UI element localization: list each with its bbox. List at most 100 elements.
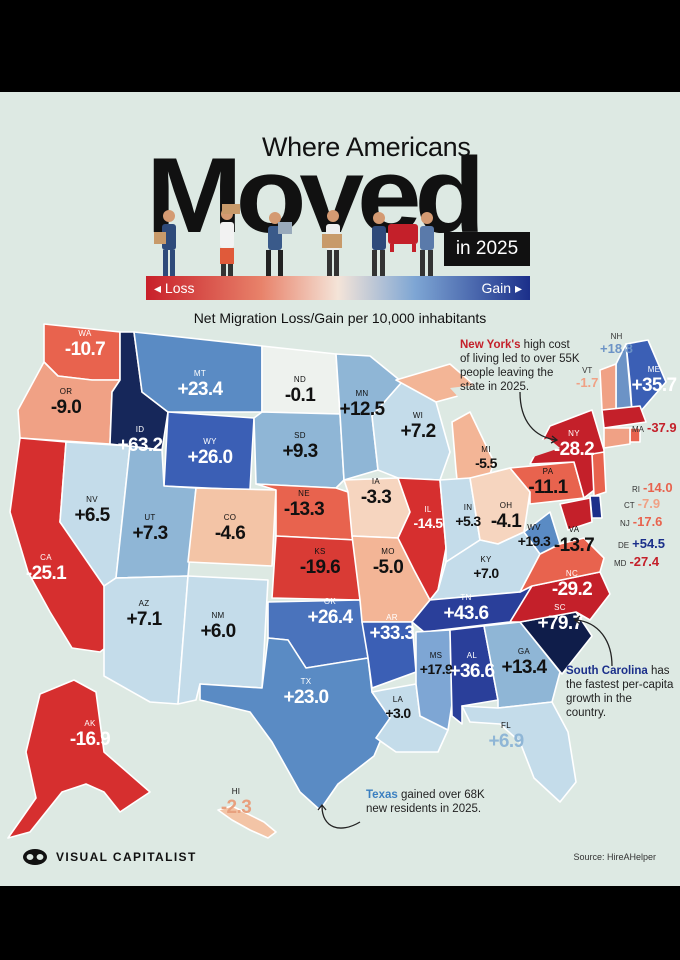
brand-logo: VISUAL CAPITALIST	[22, 848, 197, 866]
state-label-ok: OK +26.4	[290, 598, 370, 628]
state-label-oh: OH -4.1	[466, 501, 546, 532]
state-value: -19.6	[299, 557, 341, 578]
state-abbr: ID	[135, 425, 145, 434]
state-abbr: UT	[144, 513, 156, 522]
small-state-label-vt: VT -1.7	[576, 366, 598, 390]
state-abbr: AK	[84, 719, 96, 728]
state-value: +6.0	[200, 621, 236, 642]
state-value: -25.1	[25, 563, 67, 584]
lake-shape	[520, 438, 560, 458]
state-abbr: OH	[499, 501, 513, 510]
state-shape-ak	[7, 679, 151, 839]
state-value: -27.4	[629, 554, 660, 569]
state-shape-ar	[361, 621, 417, 689]
state-shape-hi	[217, 805, 277, 839]
state-label-ne: NE -13.3	[264, 490, 344, 520]
state-value: -5.0	[372, 557, 404, 578]
state-label-ny: NY -28.2	[534, 430, 614, 460]
state-label-sd: SD +9.3	[260, 432, 340, 462]
state-shape-co	[187, 487, 277, 567]
state-abbr: NV	[86, 495, 98, 504]
state-label-tn: TN +43.6	[426, 594, 506, 624]
state-abbr: KY	[480, 555, 492, 564]
state-value: +26.4	[307, 607, 353, 628]
state-value: -37.9	[647, 420, 677, 435]
state-value: +23.0	[283, 687, 329, 708]
infographic-poster: Where Americans Moved in 2025 ◂ Loss Gai…	[0, 92, 680, 886]
annotation-arrows	[317, 391, 613, 829]
state-value: +6.9	[488, 731, 524, 752]
state-abbr: NH	[610, 332, 623, 341]
small-state-label-ri: RI -14.0	[632, 480, 673, 495]
state-shape-md	[559, 497, 593, 531]
us-map	[7, 323, 667, 839]
sc-note-text: has the fastest per-capita growth in the…	[566, 665, 674, 719]
arrow-right-icon: ▸	[511, 280, 522, 296]
state-value: -1.7	[576, 375, 599, 390]
arrow-left-icon: ◂	[154, 280, 165, 296]
tx-note-highlight: Texas	[366, 789, 398, 801]
state-abbr: NC	[565, 569, 579, 578]
state-value: +13.4	[501, 657, 547, 678]
state-abbr: IL	[424, 505, 432, 514]
ny-note-highlight: New York's	[460, 339, 521, 351]
state-abbr: PA	[542, 467, 554, 476]
state-value: -13.3	[283, 499, 325, 520]
state-value: -2.3	[220, 797, 252, 818]
state-abbr: MI	[481, 445, 491, 454]
state-abbr: AL	[466, 651, 478, 660]
state-label-nc: NC -29.2	[532, 569, 612, 600]
source-credit: Source: HireAHelper	[573, 852, 656, 862]
state-label-wv: WV +19.3	[494, 523, 574, 549]
small-state-label-ct: CT -7.9	[624, 496, 660, 511]
state-label-ar: AR +33.3	[352, 613, 432, 644]
state-value: +17.9	[419, 661, 453, 677]
state-label-me: ME +35.7	[614, 365, 680, 396]
state-value: +33.3	[369, 623, 415, 644]
state-value: -29.2	[551, 579, 593, 600]
state-value: +26.0	[187, 447, 233, 468]
state-shape-fl	[461, 701, 577, 803]
state-label-tx: TX +23.0	[266, 677, 346, 708]
state-shape-mt	[133, 331, 263, 413]
state-abbr: CT	[624, 501, 635, 510]
state-abbr: LA	[392, 695, 404, 704]
state-abbr: CO	[223, 513, 237, 522]
state-abbr: WV	[527, 523, 541, 532]
state-label-in: IN +5.3	[428, 504, 508, 529]
small-state-label-de: DE +54.5	[618, 536, 665, 551]
state-label-wi: WI +7.2	[378, 412, 458, 442]
state-label-ut: UT +7.3	[110, 513, 190, 544]
small-state-label-nh: NH +18.8	[600, 332, 633, 356]
state-value: +36.6	[449, 661, 495, 682]
state-abbr: VA	[568, 525, 580, 534]
ny-note: New York's high cost of living led to ov…	[460, 338, 580, 394]
state-label-az: AZ +7.1	[104, 599, 184, 630]
state-label-al: AL +36.6	[432, 651, 512, 682]
state-abbr: GA	[517, 647, 531, 656]
lake-shape	[494, 410, 516, 464]
state-label-nv: NV +6.5	[52, 495, 132, 526]
state-value: -7.9	[637, 496, 661, 511]
state-value: +19.3	[517, 533, 551, 549]
state-value: -28.2	[553, 439, 595, 460]
state-abbr: WY	[203, 437, 217, 446]
state-label-ak: AK -16.9	[50, 719, 130, 750]
state-abbr: ME	[647, 365, 661, 374]
state-label-va: VA -13.7	[534, 525, 614, 556]
state-label-ks: KS -19.6	[280, 548, 360, 578]
state-abbr: AR	[386, 613, 398, 622]
state-abbr: AZ	[138, 599, 150, 608]
state-shape-nc	[509, 571, 611, 623]
state-abbr: TX	[300, 677, 312, 686]
state-value: +23.4	[177, 379, 223, 400]
movers-illustration	[154, 204, 434, 278]
state-label-wa: WA -10.7	[45, 330, 125, 360]
state-value: +12.5	[339, 399, 385, 420]
state-shape-wv	[523, 511, 561, 555]
state-value: +3.0	[385, 705, 411, 721]
state-label-nm: NM +6.0	[178, 612, 258, 642]
state-label-mt: MT +23.4	[160, 370, 240, 400]
state-label-mn: MN +12.5	[322, 390, 402, 420]
state-value: -14.0	[643, 480, 673, 495]
